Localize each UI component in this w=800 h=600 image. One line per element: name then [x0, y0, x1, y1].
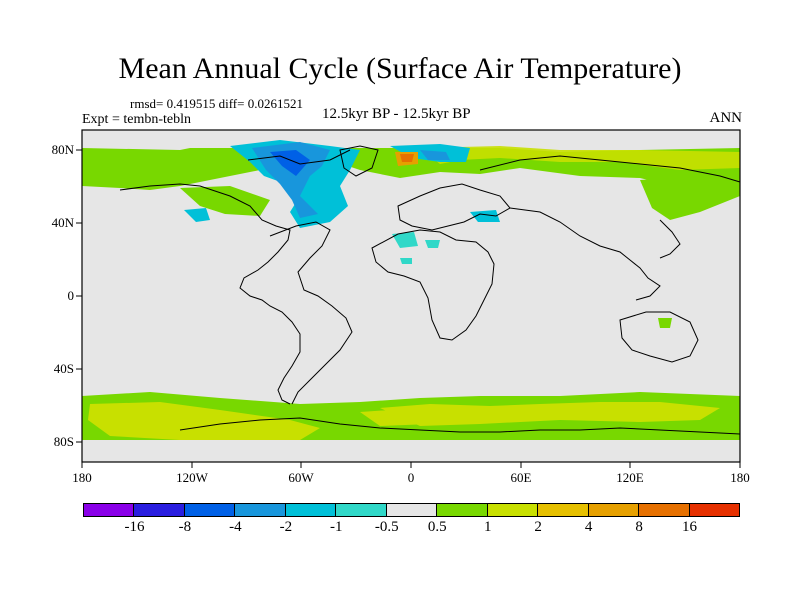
colorbar-box: [688, 503, 741, 517]
colorbar-box: [587, 503, 640, 517]
colorbar-label: 8: [635, 519, 643, 535]
lat-label-0: 0: [67, 288, 75, 303]
colorbar-box: [335, 503, 387, 517]
period-label: 12.5kyr BP - 12.5kyr BP: [322, 106, 471, 122]
lon-label-60e: 60E: [510, 470, 532, 485]
lat-label-40n: 40N: [51, 215, 74, 230]
lon-label-120e: 120E: [616, 470, 644, 485]
coastline-greenland: [339, 145, 379, 177]
colorbar-box: [486, 503, 539, 517]
colorbar-box: [83, 503, 135, 517]
lon-label-120w: 120W: [176, 470, 208, 485]
coastline-arctic-canada: [247, 149, 351, 165]
stats-text: rmsd= 0.419515 diff= 0.0261521: [130, 96, 303, 111]
coastline-asia-south: [509, 207, 661, 301]
lon-label-0: 0: [407, 470, 415, 485]
colorbar-label: 2: [534, 519, 542, 535]
colorbar-box: [537, 503, 589, 517]
coastline-americas-west: [119, 183, 301, 405]
anomaly-field: [82, 130, 740, 440]
colorbar-box: [638, 503, 690, 517]
coastline-siberia: [479, 155, 741, 183]
colorbar-label: -2: [279, 519, 293, 535]
colorbar-box: [385, 503, 438, 517]
coastlines: [119, 145, 741, 435]
colorbar-label: -1: [330, 519, 343, 535]
coastline-east-asia: [659, 219, 681, 259]
plot-title: Mean Annual Cycle (Surface Air Temperatu…: [118, 52, 682, 85]
colorbar-label: -0.5: [374, 519, 399, 535]
experiment-label: Expt = tembn-tebln: [82, 112, 191, 127]
coastline-americas-east: [269, 221, 353, 405]
colorbar-box: [436, 503, 488, 517]
coastline-africa: [371, 229, 495, 341]
lat-label-40s: 40S: [53, 361, 74, 376]
colorbar-box: [133, 503, 185, 517]
colorbar-label: 4: [584, 519, 593, 535]
season-label: ANN: [709, 110, 743, 126]
colorbar-box: [284, 503, 337, 517]
colorbar-label: 0.5: [427, 519, 447, 535]
lat-label-80n: 80N: [51, 142, 74, 157]
colorbar-label: -4: [229, 519, 242, 535]
colorbar-box: [234, 503, 286, 517]
colorbar-label: -8: [178, 519, 192, 535]
lat-label-80s: 80S: [53, 434, 74, 449]
colorbar: [83, 503, 741, 517]
colorbar-label: 1: [483, 519, 492, 535]
colorbar-label: 16: [682, 519, 698, 535]
colorbar-box: [183, 503, 236, 517]
axis-ticks: [76, 149, 741, 468]
lon-label-180e: 180: [730, 470, 750, 485]
coastline-australia: [619, 311, 699, 363]
coastline-europe: [397, 183, 511, 231]
colorbar-label: -16: [124, 519, 145, 535]
coastline-antarctica: [179, 417, 741, 435]
lon-label-180w: 180: [72, 470, 92, 485]
lon-label-60w: 60W: [288, 470, 314, 485]
